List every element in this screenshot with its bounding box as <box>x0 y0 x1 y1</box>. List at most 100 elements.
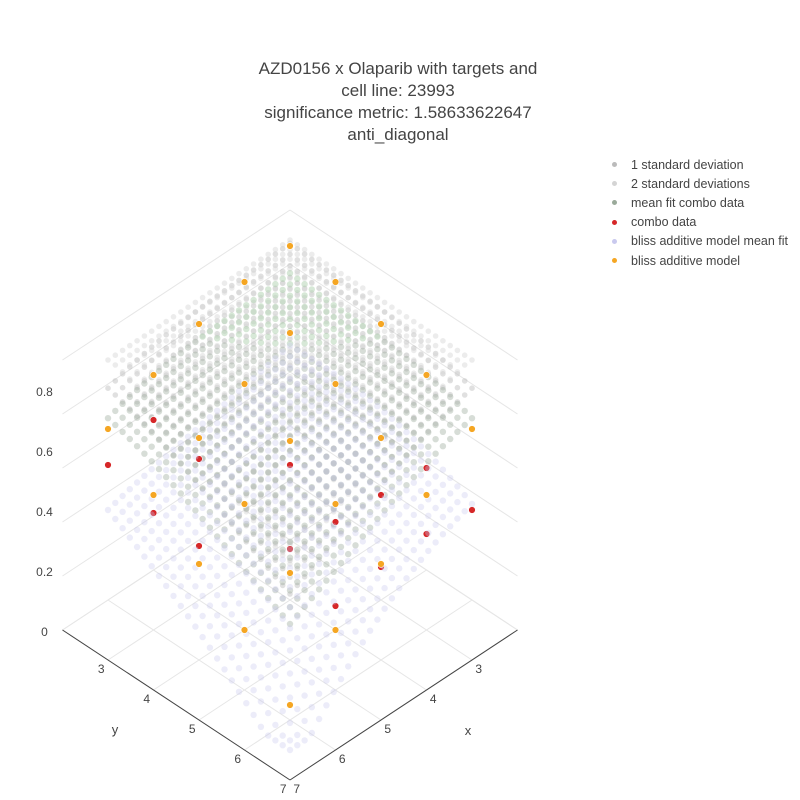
surface-point <box>206 512 214 519</box>
surface-point <box>199 355 206 362</box>
surface-point <box>345 505 352 511</box>
surface-point <box>301 256 308 263</box>
surface-point <box>309 291 315 298</box>
legend-item-1[interactable]: 2 standard deviations <box>604 174 788 193</box>
surface-point <box>279 575 286 582</box>
surface-point <box>199 440 206 447</box>
surface-point <box>410 546 417 554</box>
surface-point <box>315 580 323 587</box>
surface-point <box>156 333 162 339</box>
surface-point <box>381 605 388 612</box>
surface-point <box>221 312 228 319</box>
surface-point <box>229 399 235 405</box>
surface-point <box>133 543 141 551</box>
surface-point <box>228 394 235 401</box>
surface-point <box>294 514 301 522</box>
surface-point <box>229 342 235 349</box>
surface-point <box>214 633 221 640</box>
surface-point <box>235 388 243 395</box>
surface-point <box>352 392 359 399</box>
surface-point <box>316 375 322 381</box>
surface-point <box>250 439 257 446</box>
surface-point <box>330 370 337 377</box>
legend-item-4[interactable]: bliss additive model mean fit <box>604 232 788 251</box>
surface-point <box>294 502 301 510</box>
surface-point <box>214 335 221 342</box>
surface-point <box>250 542 257 549</box>
surface-point <box>359 373 366 380</box>
surface-point <box>315 395 323 402</box>
surface-point <box>323 261 330 267</box>
legend-item-0[interactable]: 1 standard deviation <box>604 155 788 174</box>
surface-point <box>316 510 322 516</box>
surface-point <box>330 461 337 467</box>
surface-point <box>440 383 446 390</box>
surface-point <box>163 374 170 382</box>
surface-point <box>403 314 410 320</box>
surface-point <box>294 355 301 362</box>
surface-point <box>178 357 184 364</box>
surface-point <box>228 444 235 452</box>
surface-point <box>272 447 279 454</box>
surface-point <box>359 428 366 435</box>
surface-point <box>374 470 381 477</box>
surface-point <box>177 546 184 553</box>
legend-item-2[interactable]: mean fit combo data <box>604 193 788 212</box>
surface-point <box>330 415 337 421</box>
surface-point <box>258 477 264 484</box>
surface-point <box>272 333 279 339</box>
surface-point <box>345 491 352 497</box>
surface-point <box>236 530 242 536</box>
surface-point <box>199 304 206 311</box>
surface-point <box>294 292 301 298</box>
surface-point <box>257 415 265 423</box>
surface-point <box>345 473 352 480</box>
surface-point <box>177 475 184 482</box>
surface-point <box>272 274 279 280</box>
surface-point <box>417 367 425 375</box>
surface-point <box>126 501 133 508</box>
legend-item-5[interactable]: bliss additive model <box>604 251 788 270</box>
surface-point <box>396 416 403 422</box>
surface-point <box>366 397 374 404</box>
surface-point <box>440 399 446 405</box>
title-line-1: AZD0156 x Olaparib with targets and <box>258 59 538 78</box>
surface-point <box>286 281 294 288</box>
surface-point <box>308 355 315 363</box>
surface-point <box>236 366 242 373</box>
legend-item-3[interactable]: combo data <box>604 213 788 232</box>
surface-point <box>337 549 345 556</box>
surface-point <box>301 432 308 438</box>
surface-point <box>338 437 344 443</box>
surface-point <box>359 414 366 421</box>
surface-point <box>250 463 257 470</box>
surface-point <box>330 406 337 413</box>
surface-point <box>411 358 417 365</box>
surface-point <box>345 349 352 356</box>
bliss-point-21 <box>286 569 294 577</box>
surface-point <box>301 581 308 589</box>
surface-point <box>294 304 301 311</box>
surface-point <box>272 285 279 291</box>
surface-point <box>235 437 243 444</box>
surface-point <box>214 360 221 367</box>
surface-point <box>148 347 155 354</box>
surface-point <box>396 347 403 354</box>
surface-point <box>359 517 366 524</box>
surface-point <box>134 371 140 377</box>
surface-point <box>170 407 177 414</box>
surface-point <box>192 583 199 590</box>
surface-point <box>403 409 410 416</box>
surface-point <box>214 397 220 404</box>
surface-point <box>286 603 294 611</box>
surface-point <box>250 513 257 520</box>
surface-point <box>272 447 279 454</box>
surface-point <box>330 416 337 422</box>
surface-point <box>141 406 148 413</box>
surface-point <box>360 442 366 449</box>
surface-point <box>315 715 323 723</box>
surface-point <box>257 521 265 529</box>
surface-point <box>403 342 410 349</box>
